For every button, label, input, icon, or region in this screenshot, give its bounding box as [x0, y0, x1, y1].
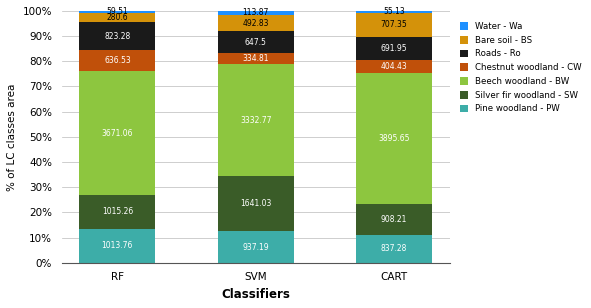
- Bar: [356, 37, 432, 60]
- Text: 334.81: 334.81: [242, 54, 269, 63]
- Text: 59.51: 59.51: [106, 7, 128, 16]
- Text: 492.83: 492.83: [242, 18, 269, 27]
- Text: 908.21: 908.21: [381, 215, 407, 224]
- Bar: [217, 231, 294, 263]
- Text: 280.6: 280.6: [106, 13, 128, 22]
- Bar: [356, 235, 432, 263]
- Bar: [356, 13, 432, 37]
- Text: 937.19: 937.19: [242, 242, 269, 252]
- Text: 3671.06: 3671.06: [102, 128, 133, 137]
- Text: 636.53: 636.53: [104, 56, 131, 65]
- Bar: [356, 204, 432, 235]
- Text: 837.28: 837.28: [381, 244, 407, 253]
- Text: 1013.76: 1013.76: [102, 241, 133, 250]
- Bar: [79, 11, 155, 13]
- Text: 823.28: 823.28: [104, 32, 131, 41]
- Text: 1015.26: 1015.26: [102, 207, 133, 216]
- Bar: [217, 11, 294, 15]
- Text: 1641.03: 1641.03: [240, 199, 271, 208]
- Y-axis label: % of LC classes area: % of LC classes area: [7, 83, 17, 191]
- Bar: [79, 71, 155, 195]
- Bar: [79, 50, 155, 71]
- Text: 55.13: 55.13: [383, 7, 405, 16]
- Bar: [79, 229, 155, 263]
- Bar: [356, 11, 432, 13]
- Text: 707.35: 707.35: [381, 20, 407, 29]
- Bar: [79, 22, 155, 50]
- Text: 3332.77: 3332.77: [240, 116, 271, 125]
- Bar: [356, 73, 432, 204]
- Bar: [356, 60, 432, 73]
- Text: 404.43: 404.43: [381, 62, 407, 71]
- Bar: [79, 13, 155, 22]
- Text: 647.5: 647.5: [245, 38, 267, 47]
- Bar: [217, 31, 294, 53]
- Text: 113.87: 113.87: [242, 8, 269, 17]
- X-axis label: Classifiers: Classifiers: [221, 288, 290, 301]
- Bar: [217, 15, 294, 31]
- Bar: [79, 195, 155, 229]
- Legend: Water - Wa, Bare soil - BS, Roads - Ro, Chestnut woodland - CW, Beech woodland -: Water - Wa, Bare soil - BS, Roads - Ro, …: [458, 20, 583, 115]
- Bar: [217, 176, 294, 231]
- Text: 691.95: 691.95: [381, 44, 407, 53]
- Text: 3895.65: 3895.65: [378, 134, 410, 143]
- Bar: [217, 53, 294, 64]
- Bar: [217, 64, 294, 176]
